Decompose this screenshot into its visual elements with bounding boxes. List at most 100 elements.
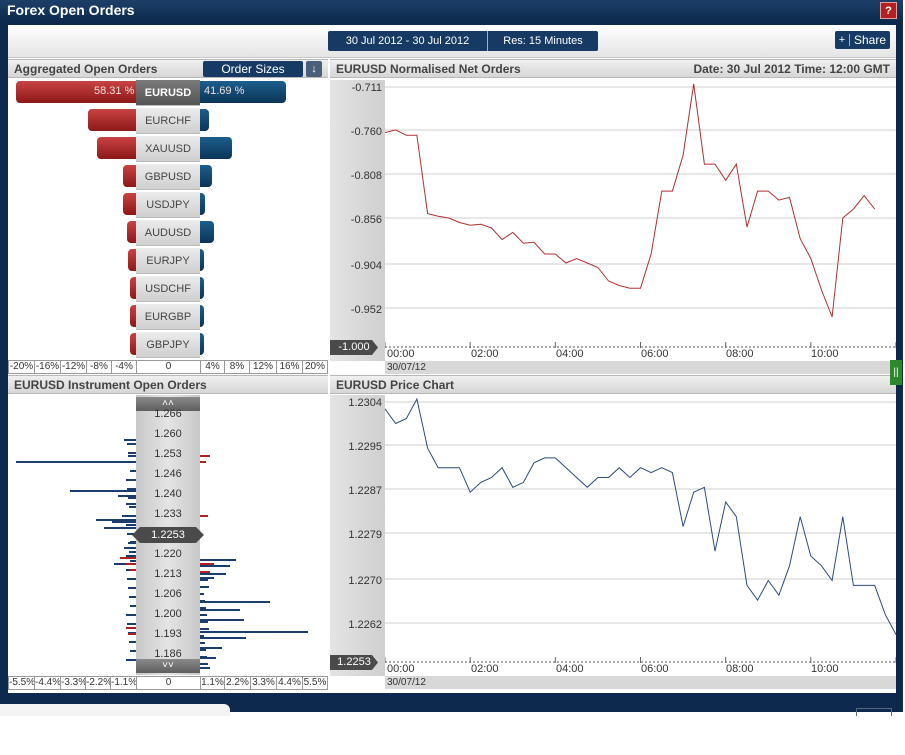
short-order-bar [128, 455, 136, 457]
net-orders-header: EURUSD Normalised Net Orders Date: 30 Ju… [330, 59, 896, 78]
price-level: 1.206 [154, 588, 182, 600]
short-order-bar [114, 563, 136, 565]
price-level: 1.266 [154, 408, 182, 420]
axis-label: -2.2% [85, 676, 113, 690]
long-order-bar [200, 628, 209, 630]
date-range-button[interactable]: 30 Jul 2012 - 30 Jul 2012 Res: 15 Minute… [328, 31, 598, 51]
axis-label: 2.2% [224, 676, 250, 690]
currency-pair-audusd[interactable]: AUDUSD [136, 220, 200, 246]
long-order-bar [200, 642, 205, 644]
currency-pair-eurjpy[interactable]: EURJPY [136, 248, 200, 274]
window-title: Forex Open Orders [7, 2, 135, 18]
long-order-bar-red [200, 571, 210, 573]
instrument-axis: -5.5% -4.4% -3.3% -2.2% -1.1% 0 1.1% 2.2… [8, 676, 328, 690]
currency-pair-usdchf[interactable]: USDCHF [136, 276, 200, 302]
long-bar [200, 81, 286, 103]
toolbar: 30 Jul 2012 - 30 Jul 2012 Res: 15 Minute… [8, 25, 896, 58]
short-order-bar [128, 587, 136, 589]
short-bar [130, 333, 136, 355]
short-order-bar [127, 623, 136, 625]
date-range-label: 30 Jul 2012 - 30 Jul 2012 [328, 31, 488, 51]
long-order-bar [200, 631, 308, 633]
long-order-bar-red [200, 455, 210, 457]
currency-pair-eurgbp[interactable]: EURGBP [136, 304, 200, 330]
long-order-bar [200, 579, 208, 581]
x-tick-label: 04:00 [556, 663, 584, 675]
current-price-marker: 1.2253 [132, 527, 204, 543]
y-tick-label: 1.2304 [348, 397, 382, 409]
long-order-bar [200, 607, 206, 609]
resolution-label[interactable]: Res: 15 Minutes [503, 35, 583, 47]
order-sizes-button[interactable]: Order Sizes [203, 61, 303, 77]
currency-pair-gbpusd[interactable]: GBPUSD [136, 164, 200, 190]
x-tick-label: 02:00 [471, 663, 499, 675]
short-order-bar [126, 503, 136, 505]
axis-label: -5.5% [8, 676, 36, 690]
long-order-bar-red [200, 563, 214, 565]
axis-label: 0 [136, 676, 200, 690]
title-bar: Forex Open Orders ? [0, 0, 903, 22]
net-orders-title: EURUSD Normalised Net Orders [336, 62, 521, 76]
axis-label: 16% [276, 360, 302, 374]
y-tick-label: 1.2295 [348, 441, 382, 453]
x-tick-label: 06:00 [641, 663, 669, 675]
main-content: 30 Jul 2012 - 30 Jul 2012 Res: 15 Minute… [8, 25, 896, 693]
short-bar [126, 221, 136, 243]
aggregated-bars: 58.31 % 41.69 % EURUSD EURCHF XAUUSD GBPUSD US… [8, 80, 328, 360]
y-tick-label: -0.952 [350, 304, 382, 316]
price-chart-x-axis: 00:00 02:00 04:00 06:00 08:00 10:00 [385, 663, 896, 675]
short-order-bar [130, 470, 136, 472]
net-orders-x-axis: 00:00 02:00 04:00 06:00 08:00 10:00 [385, 348, 896, 360]
x-tick-label: 04:00 [556, 348, 584, 360]
price-level: 1.213 [154, 568, 182, 580]
short-order-bar [104, 527, 136, 529]
axis-label: 8% [224, 360, 249, 374]
axis-label: -12% [60, 360, 86, 374]
long-order-bar [200, 656, 207, 658]
short-percent-label: 58.31 % [94, 85, 135, 97]
download-arrow-icon[interactable]: ↓ [306, 61, 322, 77]
short-order-bar [122, 515, 136, 517]
currency-pair-xauusd[interactable]: XAUUSD [136, 136, 200, 162]
y-tick-label: 1.2270 [348, 575, 382, 587]
long-order-bar [200, 577, 214, 579]
double-chevron-up-icon[interactable]: ˄˄ [136, 397, 200, 411]
short-order-bar-red [126, 627, 136, 629]
short-order-bar-red [126, 563, 136, 565]
short-order-bar-red [128, 633, 136, 635]
short-order-bar [118, 495, 136, 497]
currency-pair-eurusd[interactable]: EURUSD [136, 80, 200, 106]
share-button[interactable]: + Share [835, 31, 890, 49]
long-order-bar [200, 637, 246, 639]
price-level: 1.186 [154, 648, 182, 660]
long-bar [200, 109, 209, 131]
axis-label: -16% [34, 360, 60, 374]
help-button[interactable]: ? [880, 2, 897, 19]
currency-pair-usdjpy[interactable]: USDJPY [136, 192, 200, 218]
panel-resize-handle[interactable]: || [890, 360, 902, 385]
x-tick-label: 10:00 [811, 348, 839, 360]
long-bar [200, 193, 206, 215]
y-tick-label: 1.2279 [348, 529, 382, 541]
x-tick-label: 00:00 [387, 348, 415, 360]
short-order-bar [129, 551, 136, 553]
short-order-bar [96, 519, 136, 521]
short-bar [16, 81, 136, 103]
y-tick-label: -0.760 [350, 126, 382, 138]
net-orders-chart: -0.711 -0.760 -0.808 -0.856 -0.904 -0.95… [330, 80, 896, 374]
status-box [856, 708, 892, 716]
price-series-line [385, 397, 896, 635]
short-order-bar [124, 439, 136, 441]
long-order-bar [200, 600, 205, 602]
currency-pair-eurchf[interactable]: EURCHF [136, 108, 200, 134]
long-order-bar [200, 593, 204, 595]
currency-pair-gbpjpy[interactable]: GBPJPY [136, 332, 200, 358]
short-order-bar [126, 555, 136, 557]
x-tick-label: 02:00 [471, 348, 499, 360]
double-chevron-down-icon[interactable]: ˅˅ [136, 659, 200, 673]
price-chart-title: EURUSD Price Chart [336, 378, 455, 392]
price-level: 1.260 [154, 428, 182, 440]
price-level: 1.193 [154, 628, 182, 640]
share-label: Share [853, 33, 887, 47]
price-chart-y-axis [330, 395, 385, 676]
